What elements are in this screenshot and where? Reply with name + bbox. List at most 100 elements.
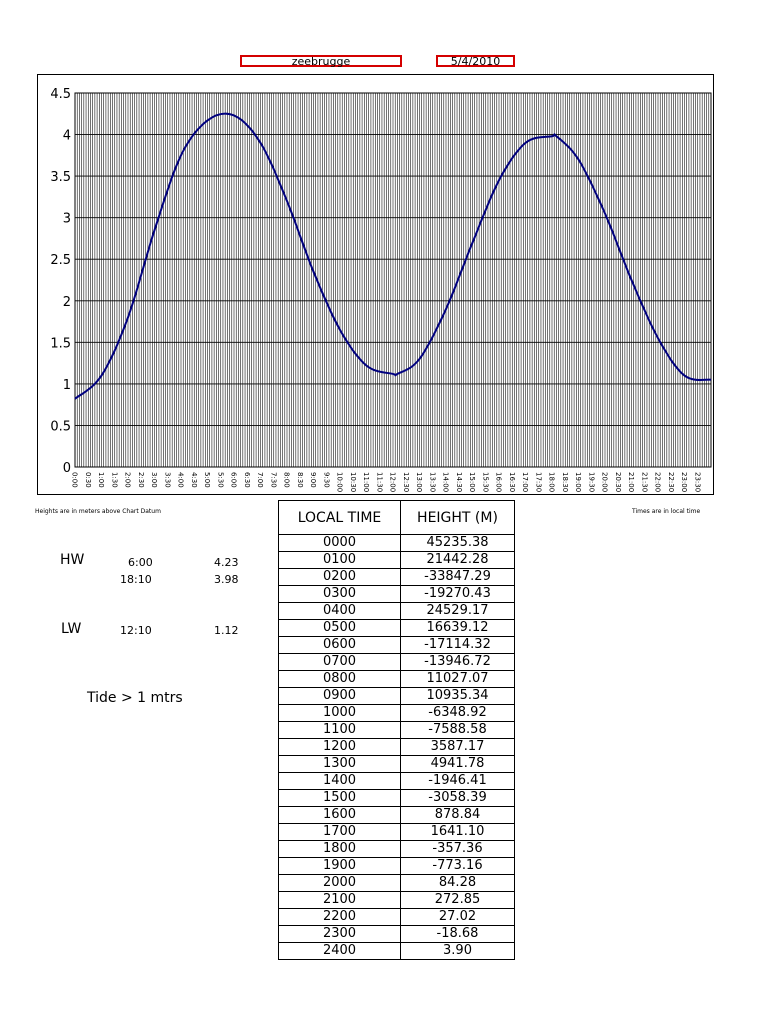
height-cell: 4941.78 — [400, 755, 515, 773]
time-cell: 1900 — [278, 857, 401, 875]
height-cell: 24529.17 — [400, 602, 515, 620]
x-tick-label: 8:30 — [296, 472, 304, 488]
x-tick-label: 13:00 — [415, 472, 423, 492]
time-cell: 2300 — [278, 925, 401, 943]
table-row: 1600 878.84 — [278, 806, 515, 824]
height-cell: -357.36 — [400, 840, 515, 858]
x-tick-label: 13:30 — [428, 472, 436, 492]
table-row: 1300 4941.78 — [278, 755, 515, 773]
table-row: 0400 24529.17 — [278, 602, 515, 620]
y-tick-label: 1.5 — [50, 336, 71, 351]
x-tick-label: 4:30 — [190, 472, 198, 488]
table-row: 1700 1641.10 — [278, 823, 515, 841]
tide-threshold: Tide > 1 mtrs — [87, 690, 183, 706]
x-tick-label: 23:30 — [693, 472, 701, 492]
x-tick-label: 11:00 — [362, 472, 370, 492]
time-cell: 0000 — [278, 534, 401, 552]
height-cell: 84.28 — [400, 874, 515, 892]
x-tick-label: 2:30 — [137, 472, 145, 488]
x-tick-label: 23:00 — [680, 472, 688, 492]
x-tick-label: 10:00 — [336, 472, 344, 492]
x-tick-label: 16:30 — [508, 472, 516, 492]
time-cell: 0800 — [278, 670, 401, 688]
x-tick-label: 17:00 — [521, 472, 529, 492]
x-tick-label: 18:30 — [561, 472, 569, 492]
x-tick-label: 2:00 — [124, 472, 132, 488]
x-tick-label: 4:00 — [177, 472, 185, 488]
x-tick-label: 12:00 — [389, 472, 397, 492]
time-cell: 1600 — [278, 806, 401, 824]
height-cell: 16639.12 — [400, 619, 515, 637]
plot-area-border — [74, 92, 712, 468]
x-tick-label: 21:30 — [640, 472, 648, 492]
height-cell: 10935.34 — [400, 687, 515, 705]
table-row: 2200 27.02 — [278, 908, 515, 926]
height-cell: -17114.32 — [400, 636, 515, 654]
y-tick-label: 0.5 — [50, 419, 71, 434]
x-tick-label: 1:30 — [110, 472, 118, 488]
x-tick-label: 22:00 — [654, 472, 662, 492]
x-tick-label: 6:00 — [230, 472, 238, 488]
x-tick-label: 0:00 — [71, 472, 79, 488]
hw-height-1: 4.23 — [214, 556, 239, 569]
table-row: 0300 -19270.43 — [278, 585, 515, 603]
table-row: 2300 -18.68 — [278, 925, 515, 943]
table-row: 0600 -17114.32 — [278, 636, 515, 654]
x-tick-label: 3:00 — [150, 472, 158, 488]
table-row: 2000 84.28 — [278, 874, 515, 892]
height-cell: 21442.28 — [400, 551, 515, 569]
x-tick-label: 9:00 — [309, 472, 317, 488]
height-cell: 1641.10 — [400, 823, 515, 841]
time-cell: 0500 — [278, 619, 401, 637]
x-tick-label: 20:30 — [614, 472, 622, 492]
location-box: zeebrugge — [240, 55, 402, 67]
height-cell: 272.85 — [400, 891, 515, 909]
y-tick-label: 1 — [63, 378, 71, 393]
height-cell: 878.84 — [400, 806, 515, 824]
time-cell: 0400 — [278, 602, 401, 620]
height-cell: 11027.07 — [400, 670, 515, 688]
time-cell: 0900 — [278, 687, 401, 705]
x-tick-label: 21:00 — [627, 472, 635, 492]
time-cell: 0600 — [278, 636, 401, 654]
height-cell: -1946.41 — [400, 772, 515, 790]
height-cell: 3587.17 — [400, 738, 515, 756]
hw-time-1: 6:00 — [128, 556, 153, 569]
height-cell: -18.68 — [400, 925, 515, 943]
tide-chart-svg: 0 0.5 1 1.5 2 2.5 3 3.5 4 4.5 0:00 0:30 1:00 1:30 2:00… — [50, 87, 712, 492]
x-tick-label: 8:00 — [283, 472, 291, 488]
x-tick-label: 17:30 — [534, 472, 542, 492]
table-body: 0000 45235.38 0100 21442.28 0200 -33847.29 030… — [278, 534, 515, 960]
y-tick-label: 3.5 — [50, 170, 71, 185]
table-row: 0500 16639.12 — [278, 619, 515, 637]
x-tick-label: 18:00 — [548, 472, 556, 492]
y-tick-label: 4.5 — [50, 87, 71, 102]
time-cell: 1800 — [278, 840, 401, 858]
table-row: 1200 3587.17 — [278, 738, 515, 756]
height-cell: 45235.38 — [400, 534, 515, 552]
height-cell: 3.90 — [400, 942, 515, 960]
height-cell: 27.02 — [400, 908, 515, 926]
table-row: 2100 272.85 — [278, 891, 515, 909]
table-row: 0800 11027.07 — [278, 670, 515, 688]
col-header-height: HEIGHT (M) — [400, 500, 515, 535]
table-row: 0200 -33847.29 — [278, 568, 515, 586]
table-row: 0000 45235.38 — [278, 534, 515, 552]
x-tick-label: 12:30 — [402, 472, 410, 492]
lw-time-1: 12:10 — [120, 624, 152, 637]
y-tick-label: 2 — [63, 295, 71, 310]
x-tick-label: 15:30 — [481, 472, 489, 492]
time-cell: 1200 — [278, 738, 401, 756]
y-tick-label: 3 — [63, 212, 71, 227]
table-row: 2400 3.90 — [278, 942, 515, 960]
table-row: 0900 10935.34 — [278, 687, 515, 705]
height-cell: -19270.43 — [400, 585, 515, 603]
tide-height-line — [74, 112, 712, 400]
time-cell: 0100 — [278, 551, 401, 569]
table-row: 0100 21442.28 — [278, 551, 515, 569]
x-tick-label: 5:00 — [203, 472, 211, 488]
hw-time-2: 18:10 — [120, 573, 152, 586]
x-tick-label: 19:00 — [574, 472, 582, 492]
x-tick-label: 11:30 — [375, 472, 383, 492]
x-tick-label: 6:30 — [243, 472, 251, 488]
